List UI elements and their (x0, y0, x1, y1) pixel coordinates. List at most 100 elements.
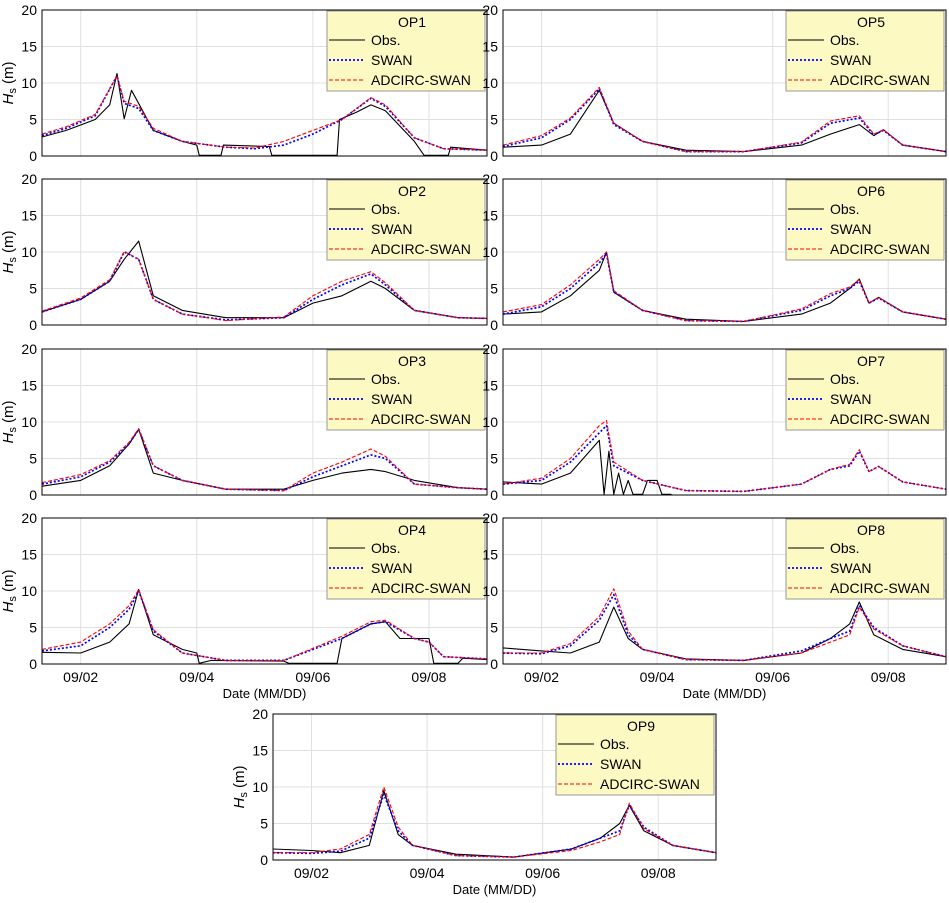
y-tick-label: 15 (482, 378, 498, 394)
legend-label: SWAN (600, 756, 641, 772)
y-tick-label: 15 (21, 547, 37, 563)
legend-title: OP2 (398, 183, 426, 199)
x-tick-label: 09/02 (524, 669, 559, 685)
axes-frame (41, 9, 488, 157)
y-tick-label: 0 (29, 148, 37, 164)
x-tick-label: 09/04 (179, 669, 214, 685)
legend-label: Obs. (371, 540, 401, 556)
y-tick-label: 0 (490, 656, 498, 672)
legend-box (785, 349, 945, 431)
legend: OP3 Obs. SWAN ADCIRC-SWAN (326, 349, 486, 431)
legend-box (555, 714, 715, 796)
legend-title: OP8 (857, 522, 885, 538)
series-adcirc-swan (502, 251, 947, 322)
legend-box (326, 349, 486, 431)
panel-op2: 0 5 10 15 20 Hs (m) OP2 Obs. SWAN ADCIRC-SWAN (0, 171, 488, 333)
y-tick-label: 5 (490, 112, 498, 128)
y-tick-label: 0 (29, 656, 37, 672)
series-swan (41, 74, 488, 152)
series-adcirc-swan (41, 588, 488, 661)
y-tick-label: 10 (21, 75, 37, 91)
axes-frame (41, 348, 488, 496)
legend-title: OP6 (857, 183, 885, 199)
y-tick-label: 20 (21, 171, 37, 187)
legend-title: OP1 (398, 14, 426, 30)
legend-label: Obs. (830, 540, 860, 556)
x-tick-label: 09/08 (641, 865, 676, 881)
legend-label: ADCIRC-SWAN (371, 241, 471, 257)
panel-op9: 0 5 10 15 20 09/02 09/04 09/06 09/08 Date (MM/DD)… (231, 706, 717, 897)
panel-op7: 0 5 10 15 20 OP7 Obs. SWAN ADCIRC-SWAN (482, 341, 947, 503)
y-tick-label: 5 (29, 281, 37, 297)
y-tick-label: 10 (482, 75, 498, 91)
legend-label: SWAN (830, 391, 871, 407)
legend-box (326, 10, 486, 92)
y-tick-label: 0 (29, 317, 37, 333)
legend-label: Obs. (600, 736, 630, 752)
y-tick-label: 20 (21, 341, 37, 357)
series-swan (41, 251, 488, 321)
y-tick-label: 15 (482, 39, 498, 55)
legend-label: Obs. (371, 201, 401, 217)
y-tick-label: 0 (490, 148, 498, 164)
legend-label: SWAN (371, 560, 412, 576)
x-axis-label: Date (MM/DD) (683, 686, 767, 701)
panel-op1: 0 5 10 15 20 Hs (m) OP1 Obs. SWAN ADCIRC-SWAN (0, 2, 488, 164)
panel-op6: 0 5 10 15 20 OP6 Obs. SWAN ADCIRC-SWAN (482, 171, 947, 333)
y-tick-label: 5 (29, 451, 37, 467)
panel-op3: 0 5 10 15 20 Hs (m) OP3 Obs. SWAN ADCIRC-SWAN (0, 341, 488, 503)
legend-label: SWAN (830, 221, 871, 237)
legend: OP1 Obs. SWAN ADCIRC-SWAN (326, 10, 486, 92)
legend-label: ADCIRC-SWAN (371, 580, 471, 596)
y-tick-label: 15 (21, 39, 37, 55)
series-obs (272, 790, 717, 858)
legend-title: OP5 (857, 14, 885, 30)
legend-label: Obs. (830, 32, 860, 48)
panel-op5: 0 5 10 15 20 OP5 Obs. SWAN ADCIRC-SWAN (482, 2, 947, 164)
legend-label: ADCIRC-SWAN (371, 411, 471, 427)
legend-label: ADCIRC-SWAN (830, 411, 930, 427)
panel-op4: 0 5 10 15 20 09/02 09/04 09/06 09/08 Date (MM/DD)… (0, 510, 488, 701)
y-tick-label: 0 (29, 487, 37, 503)
legend-label: SWAN (371, 221, 412, 237)
legend-box (326, 518, 486, 600)
legend-label: SWAN (830, 52, 871, 68)
y-tick-label: 15 (252, 743, 268, 759)
y-tick-label: 20 (482, 2, 498, 18)
y-axis-label: Hs (m) (0, 569, 19, 612)
legend: OP6 Obs. SWAN ADCIRC-SWAN (785, 179, 945, 261)
x-axis-label: Date (MM/DD) (453, 882, 537, 897)
legend-label: SWAN (830, 560, 871, 576)
x-tick-label: 09/06 (295, 669, 330, 685)
x-tick-label: 09/06 (525, 865, 560, 881)
x-tick-label: 09/08 (871, 669, 906, 685)
x-tick-label: 09/04 (640, 669, 675, 685)
y-tick-label: 5 (29, 112, 37, 128)
x-tick-label: 09/04 (410, 865, 445, 881)
legend: OP8 Obs. SWAN ADCIRC-SWAN (785, 518, 945, 600)
series-obs (502, 439, 672, 495)
legend-title: OP4 (398, 522, 426, 538)
y-tick-label: 0 (490, 317, 498, 333)
series-adcirc-swan (503, 588, 947, 661)
legend-label: Obs. (371, 371, 401, 387)
series-obs (41, 240, 488, 319)
y-tick-label: 5 (260, 816, 268, 832)
legend-label: ADCIRC-SWAN (830, 241, 930, 257)
series-adcirc-swan (41, 75, 488, 151)
legend-label: SWAN (371, 391, 412, 407)
y-tick-label: 10 (252, 779, 268, 795)
y-tick-label: 10 (21, 583, 37, 599)
axes-frame (502, 348, 947, 496)
y-axis-label: Hs (m) (231, 765, 250, 808)
x-tick-label: 09/08 (411, 669, 446, 685)
series-swan (502, 424, 947, 493)
y-tick-label: 0 (490, 487, 498, 503)
series-adcirc-swan (41, 250, 488, 322)
legend: OP2 Obs. SWAN ADCIRC-SWAN (326, 179, 486, 261)
x-tick-label: 09/02 (294, 865, 329, 881)
series-swan (502, 593, 947, 662)
y-tick-label: 15 (21, 208, 37, 224)
legend-box (785, 518, 945, 600)
